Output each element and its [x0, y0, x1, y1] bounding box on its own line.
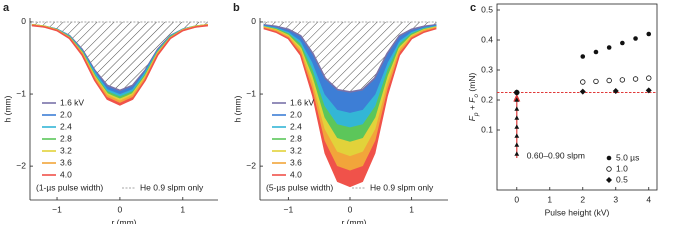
profile-line	[263, 26, 437, 157]
x-tick-label: 2	[580, 194, 585, 204]
legend-label: 0.5	[616, 174, 628, 184]
panel-label: a	[3, 2, 10, 14]
point	[514, 151, 520, 156]
point	[514, 97, 520, 102]
legend-label: 2.4	[290, 121, 302, 131]
point	[620, 40, 625, 46]
legend-label: 2.4	[60, 121, 72, 131]
x-tick-label: −1	[52, 204, 62, 214]
legend-label: 1.0	[616, 163, 628, 173]
profile-line	[263, 24, 437, 113]
point	[633, 36, 638, 41]
pulse-width-note: (1-µs pulse width)	[36, 182, 103, 192]
legend-marker	[606, 155, 612, 161]
y-tick-label: −1	[246, 88, 256, 98]
legend-label: 3.2	[290, 145, 302, 155]
y-tick-label: 0.4	[481, 34, 493, 44]
y-label-part: + F	[467, 97, 477, 113]
x-tick-label: 3	[613, 194, 618, 204]
y-tick-label: 0.3	[481, 64, 493, 74]
profile-line	[263, 25, 437, 128]
profile-line	[31, 24, 208, 106]
hatched-region	[31, 22, 208, 91]
hatched-region	[263, 22, 437, 92]
y-tick-label: 0	[21, 16, 26, 26]
legend-marker	[606, 177, 612, 183]
profile-line	[263, 27, 437, 188]
x-axis-label: r (mm)	[341, 217, 366, 224]
point	[580, 54, 586, 59]
point	[646, 75, 652, 81]
point	[645, 87, 652, 94]
y-tick-label: 0.1	[481, 124, 493, 134]
y-tick-label: 0	[251, 16, 256, 26]
profile-line	[263, 26, 437, 171]
legend-label: 2.8	[60, 133, 72, 143]
legend-label: 3.6	[60, 157, 72, 167]
legend-label: 4.0	[60, 169, 72, 179]
x-tick-label: 1	[547, 194, 552, 204]
y-tick-label: 0.5	[481, 4, 493, 14]
point	[619, 77, 626, 83]
point	[513, 89, 520, 96]
y-label-part: o	[473, 94, 480, 98]
point	[514, 106, 520, 111]
y-tick-label: −2	[246, 160, 256, 170]
x-tick-label: 1	[409, 204, 414, 214]
legend-label: 1.6 kV	[290, 97, 314, 107]
panel-label: c	[470, 2, 476, 14]
y-axis-label: h (mm)	[2, 95, 12, 122]
point	[606, 77, 612, 84]
x-axis-label: r (mm)	[111, 217, 136, 224]
x-tick-label: 4	[646, 194, 651, 204]
panel-label: b	[233, 2, 240, 14]
y-tick-label: −1	[16, 88, 26, 98]
x-tick-label: 0	[514, 194, 519, 204]
point	[580, 79, 586, 85]
legend-label: 3.6	[290, 157, 302, 167]
x-tick-label: −1	[284, 204, 294, 214]
plot-frame	[496, 3, 658, 191]
flow-annotation: 0.60–0.90 slpm	[527, 150, 585, 160]
legend-marker	[606, 166, 612, 172]
x-axis-label: Pulse height (kV)	[545, 207, 610, 217]
point	[514, 133, 520, 138]
legend-label: 3.2	[60, 145, 72, 155]
x-tick-label: 0	[348, 204, 353, 214]
y-label-part: F	[467, 115, 477, 121]
legend-label: He 0.9 slpm only	[140, 182, 204, 192]
point	[632, 76, 639, 82]
figure: −1 0 1 0 −1 −2 r (mm) a 1.6 kV 2.0 2.4 2.8 3.2 3.6 4.0…	[2, 2, 658, 224]
y-axis-label: Fp + Fo (mN)	[467, 73, 480, 122]
point	[606, 45, 612, 50]
legend-label: 2.0	[290, 109, 302, 119]
pulse-width-note: (5-µs pulse width)	[266, 182, 333, 192]
point	[514, 115, 520, 120]
y-tick-label: −2	[16, 160, 26, 170]
x-tick-label: 0	[118, 204, 123, 214]
point	[514, 142, 520, 147]
legend-label: 5.0 µs	[616, 152, 639, 162]
profile-line	[263, 24, 437, 93]
y-label-part: (mN)	[467, 73, 477, 94]
point	[593, 78, 599, 85]
x-tick-label: 1	[180, 204, 185, 214]
y-label-part: p	[473, 112, 480, 117]
legend-label: He 0.9 slpm only	[370, 182, 434, 192]
point	[646, 31, 652, 37]
legend-label: 2.0	[60, 109, 72, 119]
point	[593, 49, 599, 55]
legend-label: 2.8	[290, 133, 302, 143]
point	[612, 88, 619, 94]
point	[579, 88, 586, 95]
point	[514, 124, 520, 129]
profile-line	[263, 26, 437, 142]
legend-label: 1.6 kV	[60, 97, 84, 107]
y-tick-label: 0.2	[481, 94, 493, 104]
y-axis-label: h (mm)	[232, 95, 242, 122]
legend-label: 4.0	[290, 169, 302, 179]
